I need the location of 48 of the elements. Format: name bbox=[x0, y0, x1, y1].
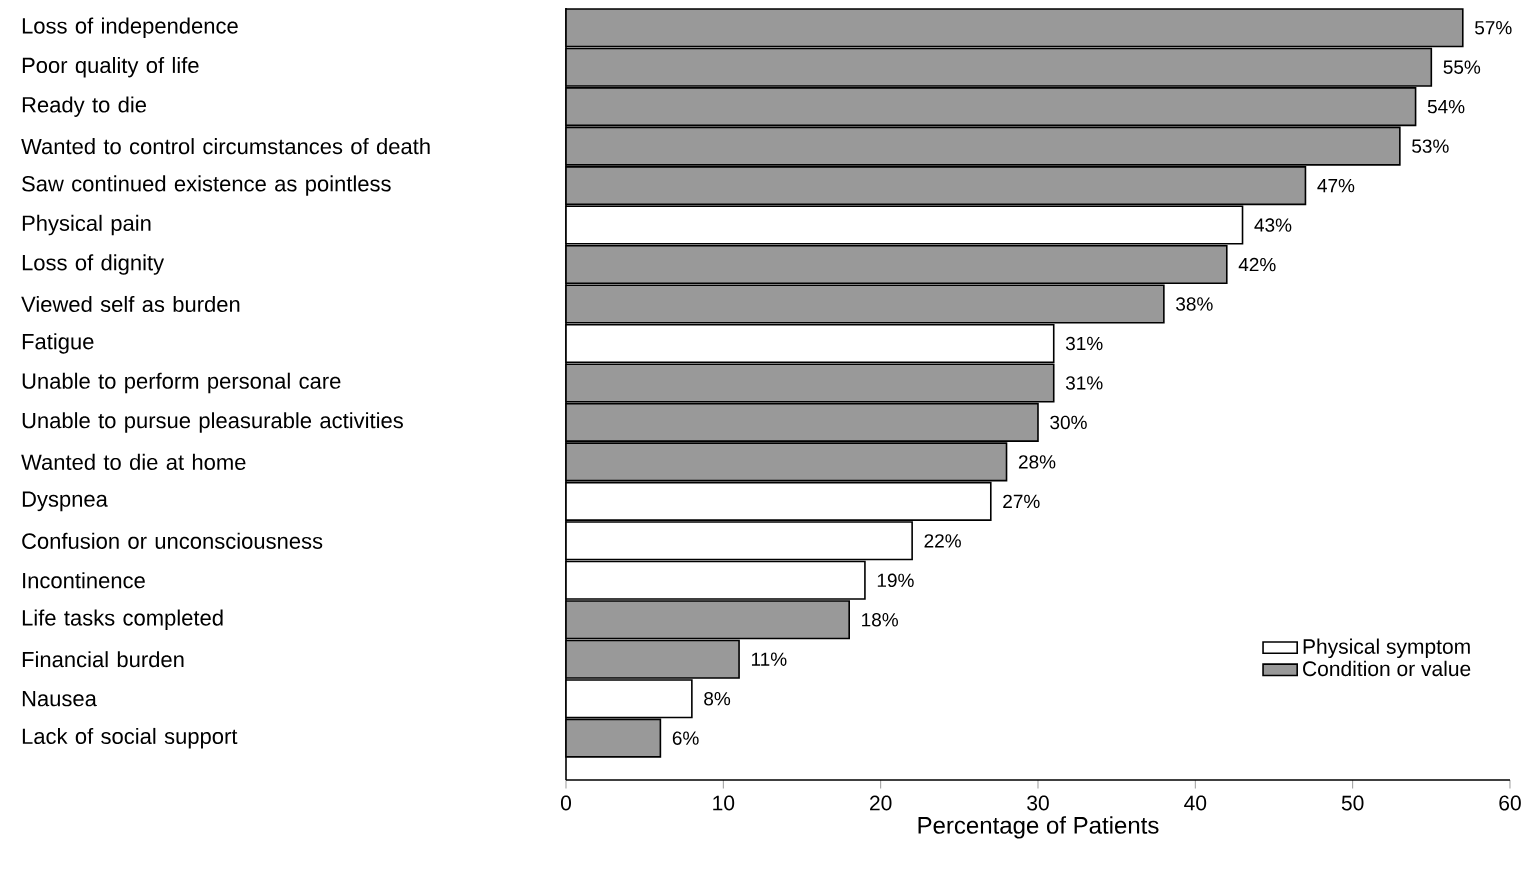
data-label: 54% bbox=[1427, 99, 1465, 114]
y-tick-label: Unable to pursue pleasurable activities bbox=[22, 412, 403, 433]
data-label: 28% bbox=[1018, 455, 1056, 469]
data-label: 30% bbox=[1050, 415, 1087, 430]
data-label: 43% bbox=[1254, 218, 1292, 232]
data-label: 27% bbox=[1003, 494, 1040, 509]
x-tick-label: 30 bbox=[1027, 795, 1049, 811]
legend-label: Physical symptom bbox=[1303, 638, 1470, 659]
x-tick-label: 40 bbox=[1184, 795, 1207, 811]
data-label: 31% bbox=[1065, 376, 1103, 390]
y-tick-label: Saw continued existence as pointless bbox=[22, 175, 391, 196]
y-tick-label: Poor quality of life bbox=[22, 56, 199, 78]
y-tick-label: Viewed self as burden bbox=[21, 295, 240, 313]
data-label: 57% bbox=[1475, 21, 1512, 35]
y-tick-label: Nausea bbox=[22, 691, 97, 707]
y-tick-label: Incontinence bbox=[23, 572, 145, 589]
y-tick-label: Dyspnea bbox=[22, 491, 108, 512]
y-tick-label: Life tasks completed bbox=[22, 609, 223, 630]
data-label: 42% bbox=[1238, 257, 1276, 272]
y-tick-label: Loss of independence bbox=[22, 17, 238, 38]
data-label: 53% bbox=[1412, 139, 1449, 153]
y-tick-label: Wanted to control circumstances of death bbox=[21, 138, 430, 155]
y-tick-label: Lack of social support bbox=[22, 727, 238, 749]
data-label: 31% bbox=[1065, 336, 1103, 351]
data-label: 55% bbox=[1443, 60, 1481, 74]
data-label: 18% bbox=[862, 613, 899, 627]
y-tick-label: Confusion or unconsciousness bbox=[22, 532, 323, 549]
y-tick-label: Ready to die bbox=[22, 96, 147, 117]
x-tick-label: 10 bbox=[713, 795, 735, 811]
y-tick-label: Loss of dignity bbox=[22, 254, 165, 275]
data-label: 19% bbox=[877, 573, 914, 588]
data-label: 8% bbox=[704, 691, 731, 706]
data-label: 11% bbox=[751, 652, 787, 666]
data-label: 6% bbox=[672, 731, 699, 745]
data-label: 38% bbox=[1176, 297, 1213, 311]
y-tick-label: Financial burden bbox=[22, 651, 184, 668]
y-tick-label: Physical pain bbox=[22, 214, 151, 236]
x-tick-label: 0 bbox=[560, 795, 572, 811]
data-label: 22% bbox=[924, 534, 961, 548]
x-tick-label: 20 bbox=[870, 795, 892, 811]
y-tick-label: Wanted to die at home bbox=[21, 453, 246, 470]
x-tick-label: 60 bbox=[1499, 795, 1521, 811]
legend-label: Condition or value bbox=[1303, 660, 1471, 677]
x-axis-title: Percentage of Patients bbox=[918, 816, 1159, 839]
y-tick-label: Unable to perform personal care bbox=[22, 372, 341, 394]
x-tick-label: 50 bbox=[1341, 795, 1364, 811]
y-tick-label: Fatigue bbox=[22, 333, 94, 354]
data-label: 47% bbox=[1317, 178, 1355, 193]
